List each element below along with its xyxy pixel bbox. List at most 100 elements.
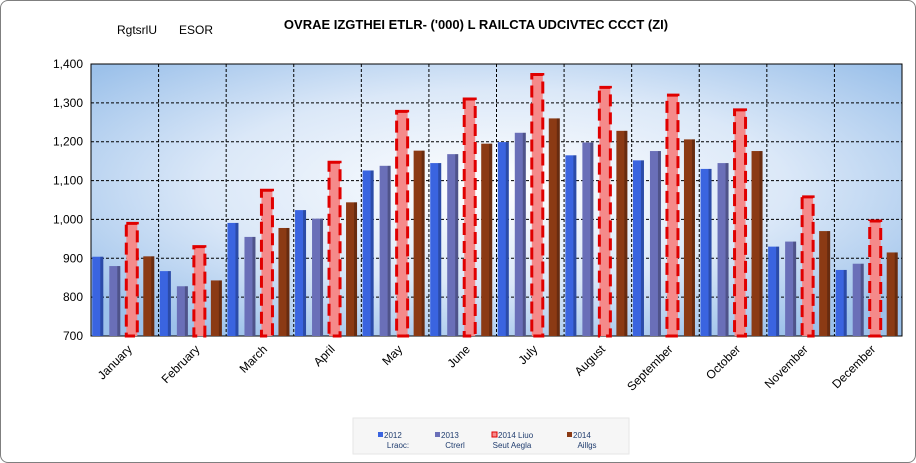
y-tick-label: 1,300 (53, 96, 83, 110)
y-tick-label: 1,400 (53, 57, 83, 71)
legend-sublabel: Aillgs (577, 441, 596, 450)
bar-shade (759, 151, 763, 336)
bar-2014-liuo-september (665, 93, 680, 338)
bar-2014-liuo-may (395, 109, 410, 338)
y-tick-label: 1,100 (53, 174, 83, 188)
bar-shade (708, 168, 712, 336)
bar-2014-may (413, 150, 425, 336)
y-tick-label: 1,200 (53, 135, 83, 149)
legend-swatch (378, 432, 383, 437)
bar-shade (438, 163, 442, 336)
bar-shade (151, 256, 155, 336)
bar-2014-june (481, 143, 493, 336)
bar-2012-february (159, 271, 171, 336)
legend-swatch (567, 432, 572, 437)
y-tick-label: 700 (63, 329, 83, 343)
bar-2014-liuo-october (733, 108, 748, 338)
bar-shade (793, 241, 797, 336)
bar-2014-december (886, 252, 898, 336)
bar-2012-january (92, 256, 104, 336)
bar-2014-april (346, 202, 358, 336)
y-tick-label: 1,000 (53, 212, 83, 226)
bar-2014-august (616, 130, 628, 336)
bar-shade (354, 202, 358, 336)
bar-shade (286, 227, 290, 336)
bar-2014-october (751, 151, 763, 336)
bar-shade (455, 154, 459, 336)
bar-2012-march (227, 222, 239, 336)
bar-2013-october (717, 163, 729, 336)
bar-2013-december (852, 263, 864, 336)
x-tick-label: October (703, 342, 743, 382)
bar-2014-liuo-december (868, 219, 883, 338)
bar-2014-liuo-march (259, 188, 274, 338)
bar-2013-september (649, 151, 661, 336)
bar-shade (320, 218, 324, 336)
bar-shade (827, 231, 831, 336)
bar-2013-april (312, 218, 324, 336)
bar-2012-september (632, 160, 644, 336)
bar-2014-march (278, 227, 290, 336)
legend-swatch (491, 431, 498, 438)
bar-shade (167, 271, 171, 336)
bar-2012-november (768, 246, 780, 336)
legend-label: 2012 (384, 431, 402, 440)
bar-2013-february (176, 286, 188, 336)
bar-shade (100, 256, 104, 336)
bar-2012-may (362, 170, 374, 336)
bar-2012-august (565, 155, 577, 336)
bar-shade (776, 246, 780, 336)
bar-2014-september (683, 139, 695, 336)
y-axis: 700 800 900 1,000 1,100 1,200 1,300 1,400 (53, 57, 83, 343)
bar-2012-october (700, 168, 712, 336)
bar-2012-june (430, 163, 442, 336)
corner-label-1: RgtsrlU (117, 23, 157, 37)
bar-2012-july (497, 142, 509, 336)
bar-shade (387, 165, 391, 336)
legend-label: 2014 (573, 431, 591, 440)
gridlines (90, 63, 903, 337)
bar-shade (725, 163, 729, 336)
x-tick-label: January (95, 342, 135, 382)
legend-sublabel: Seut Aegla (493, 441, 532, 450)
bar-2013-july (514, 132, 526, 336)
bar-shade (657, 151, 661, 336)
bar-shade (184, 286, 188, 336)
bar-shade (590, 142, 594, 336)
legend-label: 2013 (441, 431, 459, 440)
x-tick-label: April (311, 342, 338, 369)
bar-2013-june (447, 154, 459, 336)
legend-box (352, 417, 630, 455)
legend-label: 2014 Liuo (498, 431, 534, 440)
x-axis: January February March April May June July Augu… (95, 342, 879, 394)
bar-2013-august (582, 142, 594, 336)
x-tick-label: August (572, 342, 609, 379)
corner-label-2: ESOR (179, 23, 213, 37)
bar-shade (573, 155, 577, 336)
bar-2014-january (143, 256, 155, 336)
x-tick-label: July (515, 342, 540, 367)
bar-shade (894, 252, 898, 336)
chart-title: OVRAE IZGTHEI ETLR- ('000) L RAILCTA UDC… (284, 17, 668, 32)
bar-shade (843, 269, 847, 336)
x-tick-label: February (159, 342, 203, 386)
legend-sublabel: Ctrerl (445, 441, 465, 450)
bar-2014-liuo-april (327, 160, 342, 338)
bar-2014-liuo-august (597, 85, 612, 338)
plot-border (90, 63, 903, 337)
bar-2012-december (835, 269, 847, 336)
bar-2014-february (210, 280, 222, 336)
x-tick-label: March (237, 342, 270, 375)
bar-shade (505, 142, 509, 336)
bar-shade (370, 170, 374, 336)
bar-2013-march (244, 236, 256, 336)
bar-shade (522, 132, 526, 336)
bar-shade (556, 118, 560, 337)
bar-2012-april (295, 210, 307, 336)
bar-shade (489, 143, 493, 336)
bar-2013-november (785, 241, 797, 336)
bar-shade (252, 236, 256, 336)
bar-2013-january (109, 266, 121, 336)
bar-2014-liuo-june (462, 97, 477, 338)
